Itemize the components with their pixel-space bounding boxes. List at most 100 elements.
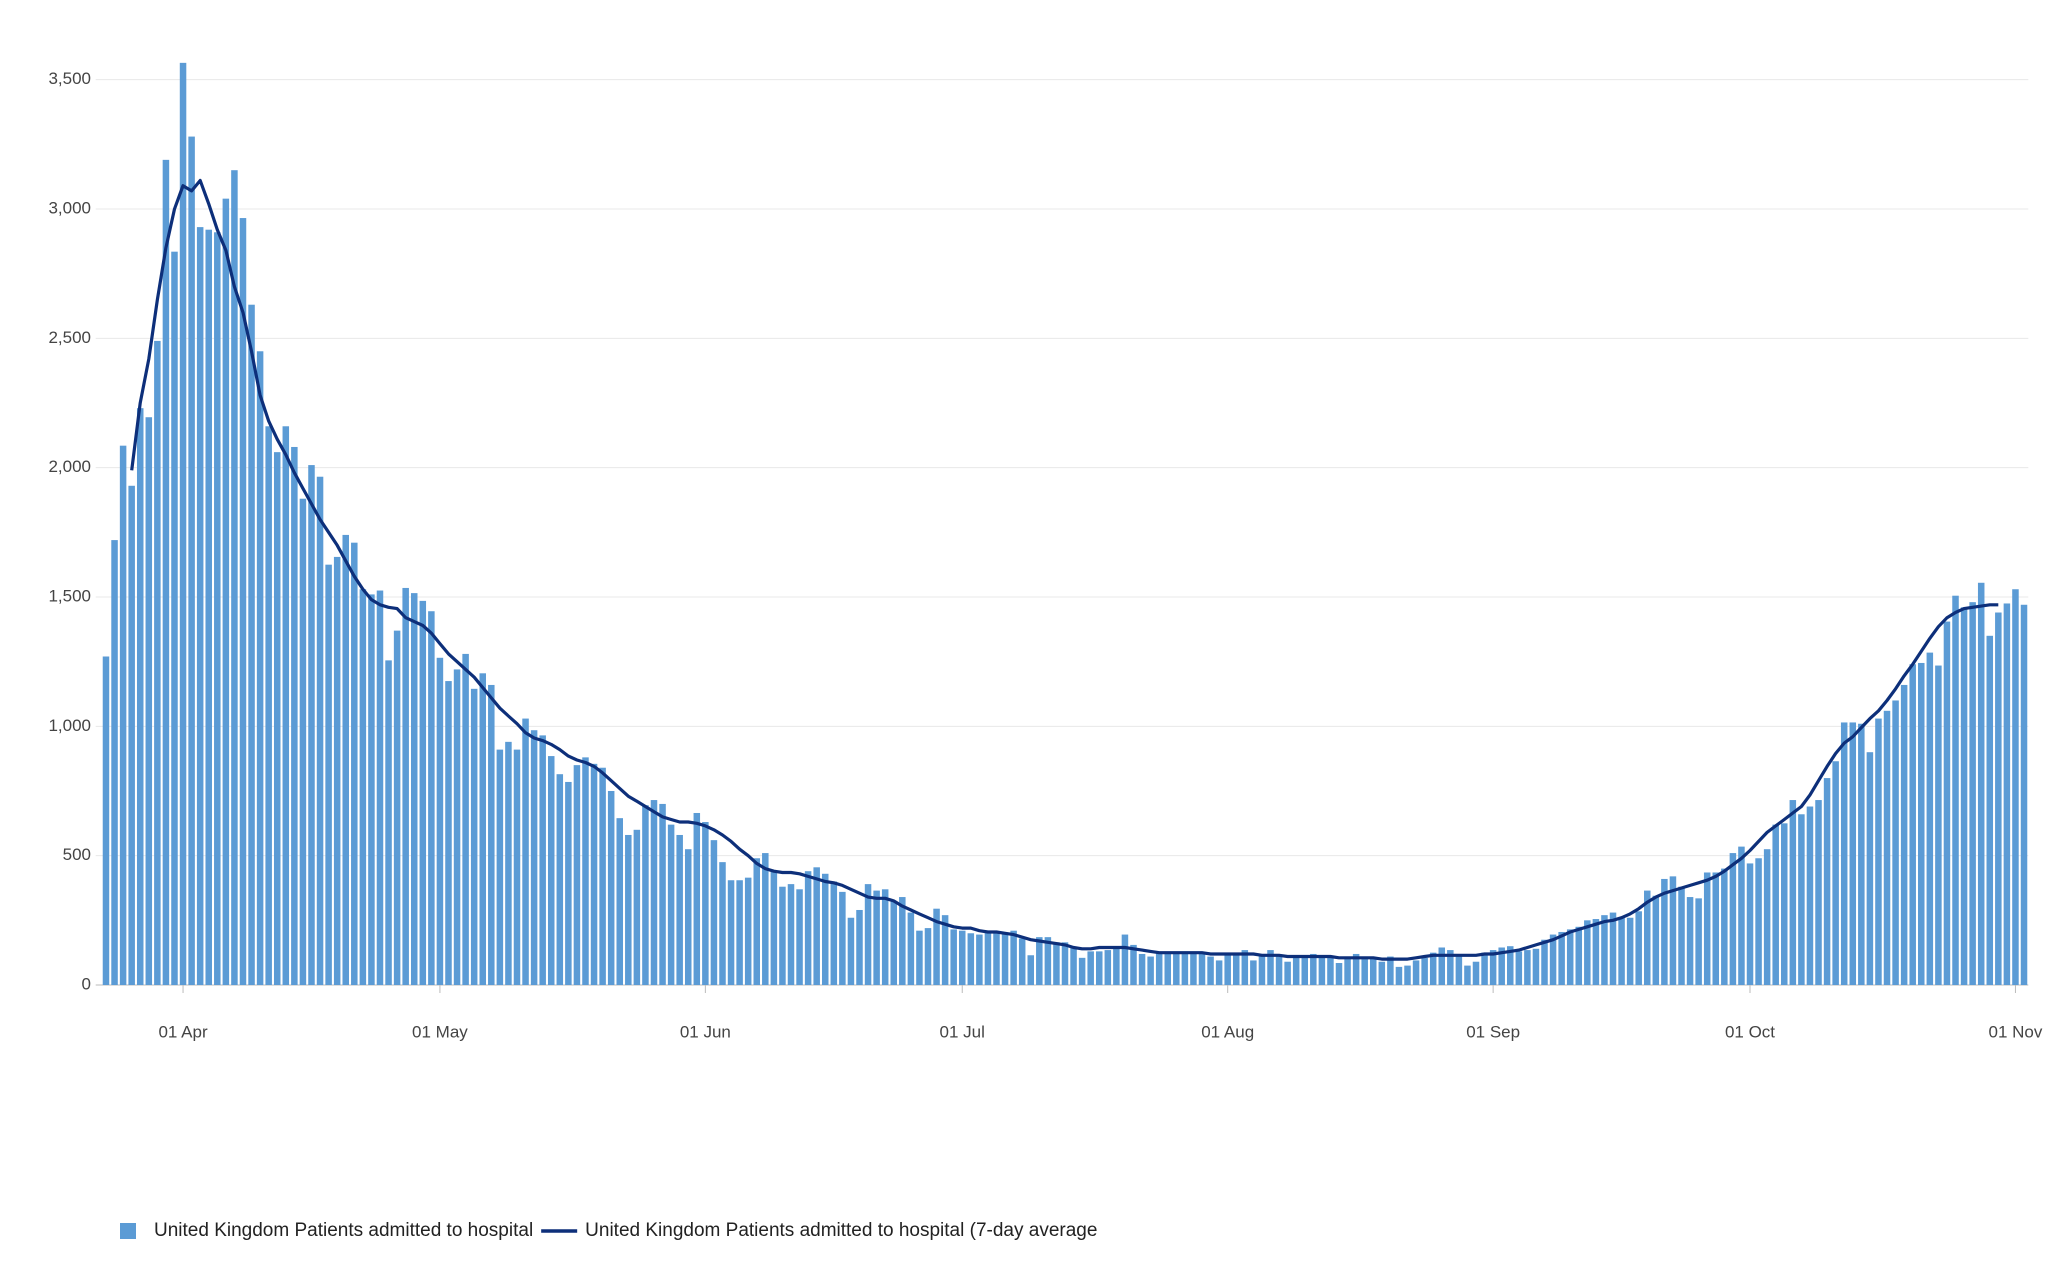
bar [171,251,178,985]
bar [1130,944,1137,985]
bar [1181,952,1189,985]
bar [1661,878,1668,985]
bar [1138,953,1146,985]
bar [830,881,838,985]
bar [856,909,863,985]
bar [958,930,966,985]
bar [1918,662,1925,985]
bar [599,767,606,985]
bar [967,933,975,985]
bar [1738,846,1745,985]
bar [539,735,546,985]
bar [1609,912,1617,985]
bar [607,791,615,985]
bar [762,853,769,985]
bar [1549,934,1557,985]
bar [402,587,409,985]
bar [1592,919,1600,985]
y-tick-label: 3,000 [48,198,91,217]
bar [702,822,709,985]
bar [565,781,572,985]
bar [744,877,752,985]
bar [1849,722,1857,985]
y-tick-label: 3,500 [48,69,91,88]
bar [273,452,281,985]
bar [1215,960,1223,985]
bar [488,684,495,985]
bar [188,136,195,985]
bar [556,774,564,985]
bar [950,929,957,985]
bar [470,688,478,985]
bar [1644,890,1651,985]
bar [1318,956,1326,985]
bar [282,426,290,985]
bar [1284,961,1291,985]
bar [513,749,521,985]
bar [2003,603,2011,985]
bar [753,858,760,985]
bar [1001,933,1009,985]
bar [1250,960,1257,985]
bar [1781,823,1788,985]
bar [1909,664,1916,985]
bar [1712,872,1720,985]
bar [1832,761,1839,985]
bar [325,564,332,985]
bar [1883,710,1891,985]
bar [436,657,444,985]
bar [1703,872,1711,985]
bar [256,351,264,985]
bar [1070,947,1077,985]
bar [1995,612,2002,985]
bar [333,556,341,985]
bar [1113,946,1120,985]
bar [1327,957,1334,985]
bar [1635,911,1642,985]
bar [779,886,786,985]
bar [1772,824,1779,985]
bar [1455,956,1463,985]
bar [145,417,153,985]
bar [1798,814,1805,985]
bar [719,862,726,985]
bar [1926,652,1934,985]
bar [385,660,392,985]
bar [205,229,212,985]
bar [1044,937,1052,985]
bar [650,800,658,985]
bar [1858,723,1865,985]
bar [1087,951,1094,985]
bar [1541,939,1548,985]
bar [1566,929,1574,985]
bar [770,871,778,985]
bar [864,884,872,985]
bar [1018,938,1026,985]
bar [1498,947,1505,985]
bar [291,446,298,985]
bar [582,757,589,985]
bar [1755,858,1762,985]
bar [393,630,401,985]
y-tick-label: 2,500 [48,328,91,347]
bar [1155,952,1163,985]
bar [1524,950,1531,985]
bar [616,818,623,985]
bar [1232,953,1240,985]
bar [941,915,949,985]
bar [924,928,932,985]
bar [676,834,683,985]
bar [1190,953,1197,985]
bar [547,756,555,985]
bar [573,765,581,985]
bar [1601,915,1608,985]
bar [710,840,718,985]
bar [445,681,452,985]
legend-swatch [120,1223,136,1239]
bar [265,426,272,985]
bar [1361,959,1368,985]
bar [1438,947,1446,985]
bar [248,304,255,985]
bar [984,930,992,985]
bar [1378,961,1386,985]
